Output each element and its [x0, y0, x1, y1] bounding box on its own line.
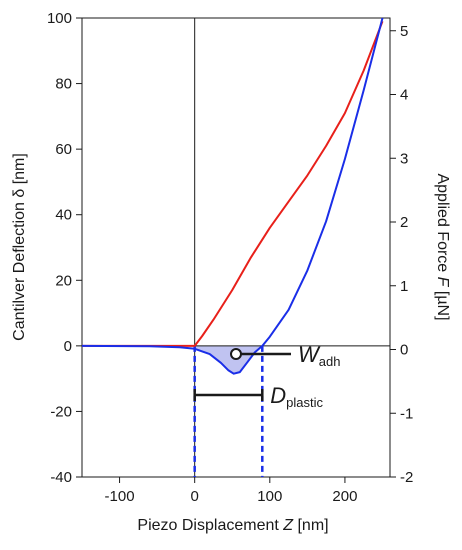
- x-tick-label: 100: [257, 488, 282, 505]
- y-right-ticks: -2 -1 0 1 2 3 4 5: [390, 23, 413, 486]
- plot-frame: [81, 17, 391, 478]
- y-left-tick-label: 0: [64, 338, 72, 355]
- reference-lines: [82, 18, 390, 477]
- x-axis-title: Piezo Displacement Z [nm]: [137, 517, 328, 534]
- x-ticks: -100 0 100 200: [105, 477, 357, 505]
- y-left-tick-label: 60: [55, 141, 72, 158]
- y-right-tick-label: 5: [400, 23, 408, 40]
- y-right-tick-label: 1: [400, 278, 408, 295]
- red-series-line: [82, 20, 384, 347]
- x-tick-label: 200: [332, 488, 357, 505]
- plot-border: [81, 17, 391, 478]
- y-right-tick-label: -2: [400, 469, 413, 486]
- y-left-tick-label: 80: [55, 76, 72, 93]
- y-right-tick-label: 3: [400, 150, 408, 167]
- x-tick-label: 0: [191, 488, 199, 505]
- blue-series-line: [81, 17, 384, 375]
- y-left-tick-label: 100: [47, 10, 72, 27]
- y-left-axis-title: Cantilver Deflection δ [nm]: [11, 153, 28, 341]
- d-plastic-label: Dplastic: [270, 383, 323, 410]
- y-left-tick-label: -40: [50, 469, 72, 486]
- w-adh-marker: [230, 348, 242, 361]
- y-right-tick-label: 4: [400, 87, 408, 104]
- y-right-tick-label: 2: [400, 214, 408, 231]
- y-left-tick-label: 40: [55, 207, 72, 224]
- x-tick-label: -100: [105, 488, 135, 505]
- y-right-tick-label: -1: [400, 405, 413, 422]
- y-right-tick-label: 0: [400, 342, 408, 359]
- y-left-ticks: -40 -20 0 20 40 60 80 100: [47, 10, 82, 486]
- w-adh-label: Wadh: [298, 342, 340, 369]
- series-lines: [81, 17, 384, 375]
- y-left-tick-label: -20: [50, 403, 72, 420]
- annotations: Wadh Dplastic: [193, 342, 340, 410]
- y-right-axis-title: Applied Force F [µN]: [434, 173, 451, 320]
- y-left-tick-label: 20: [55, 272, 72, 289]
